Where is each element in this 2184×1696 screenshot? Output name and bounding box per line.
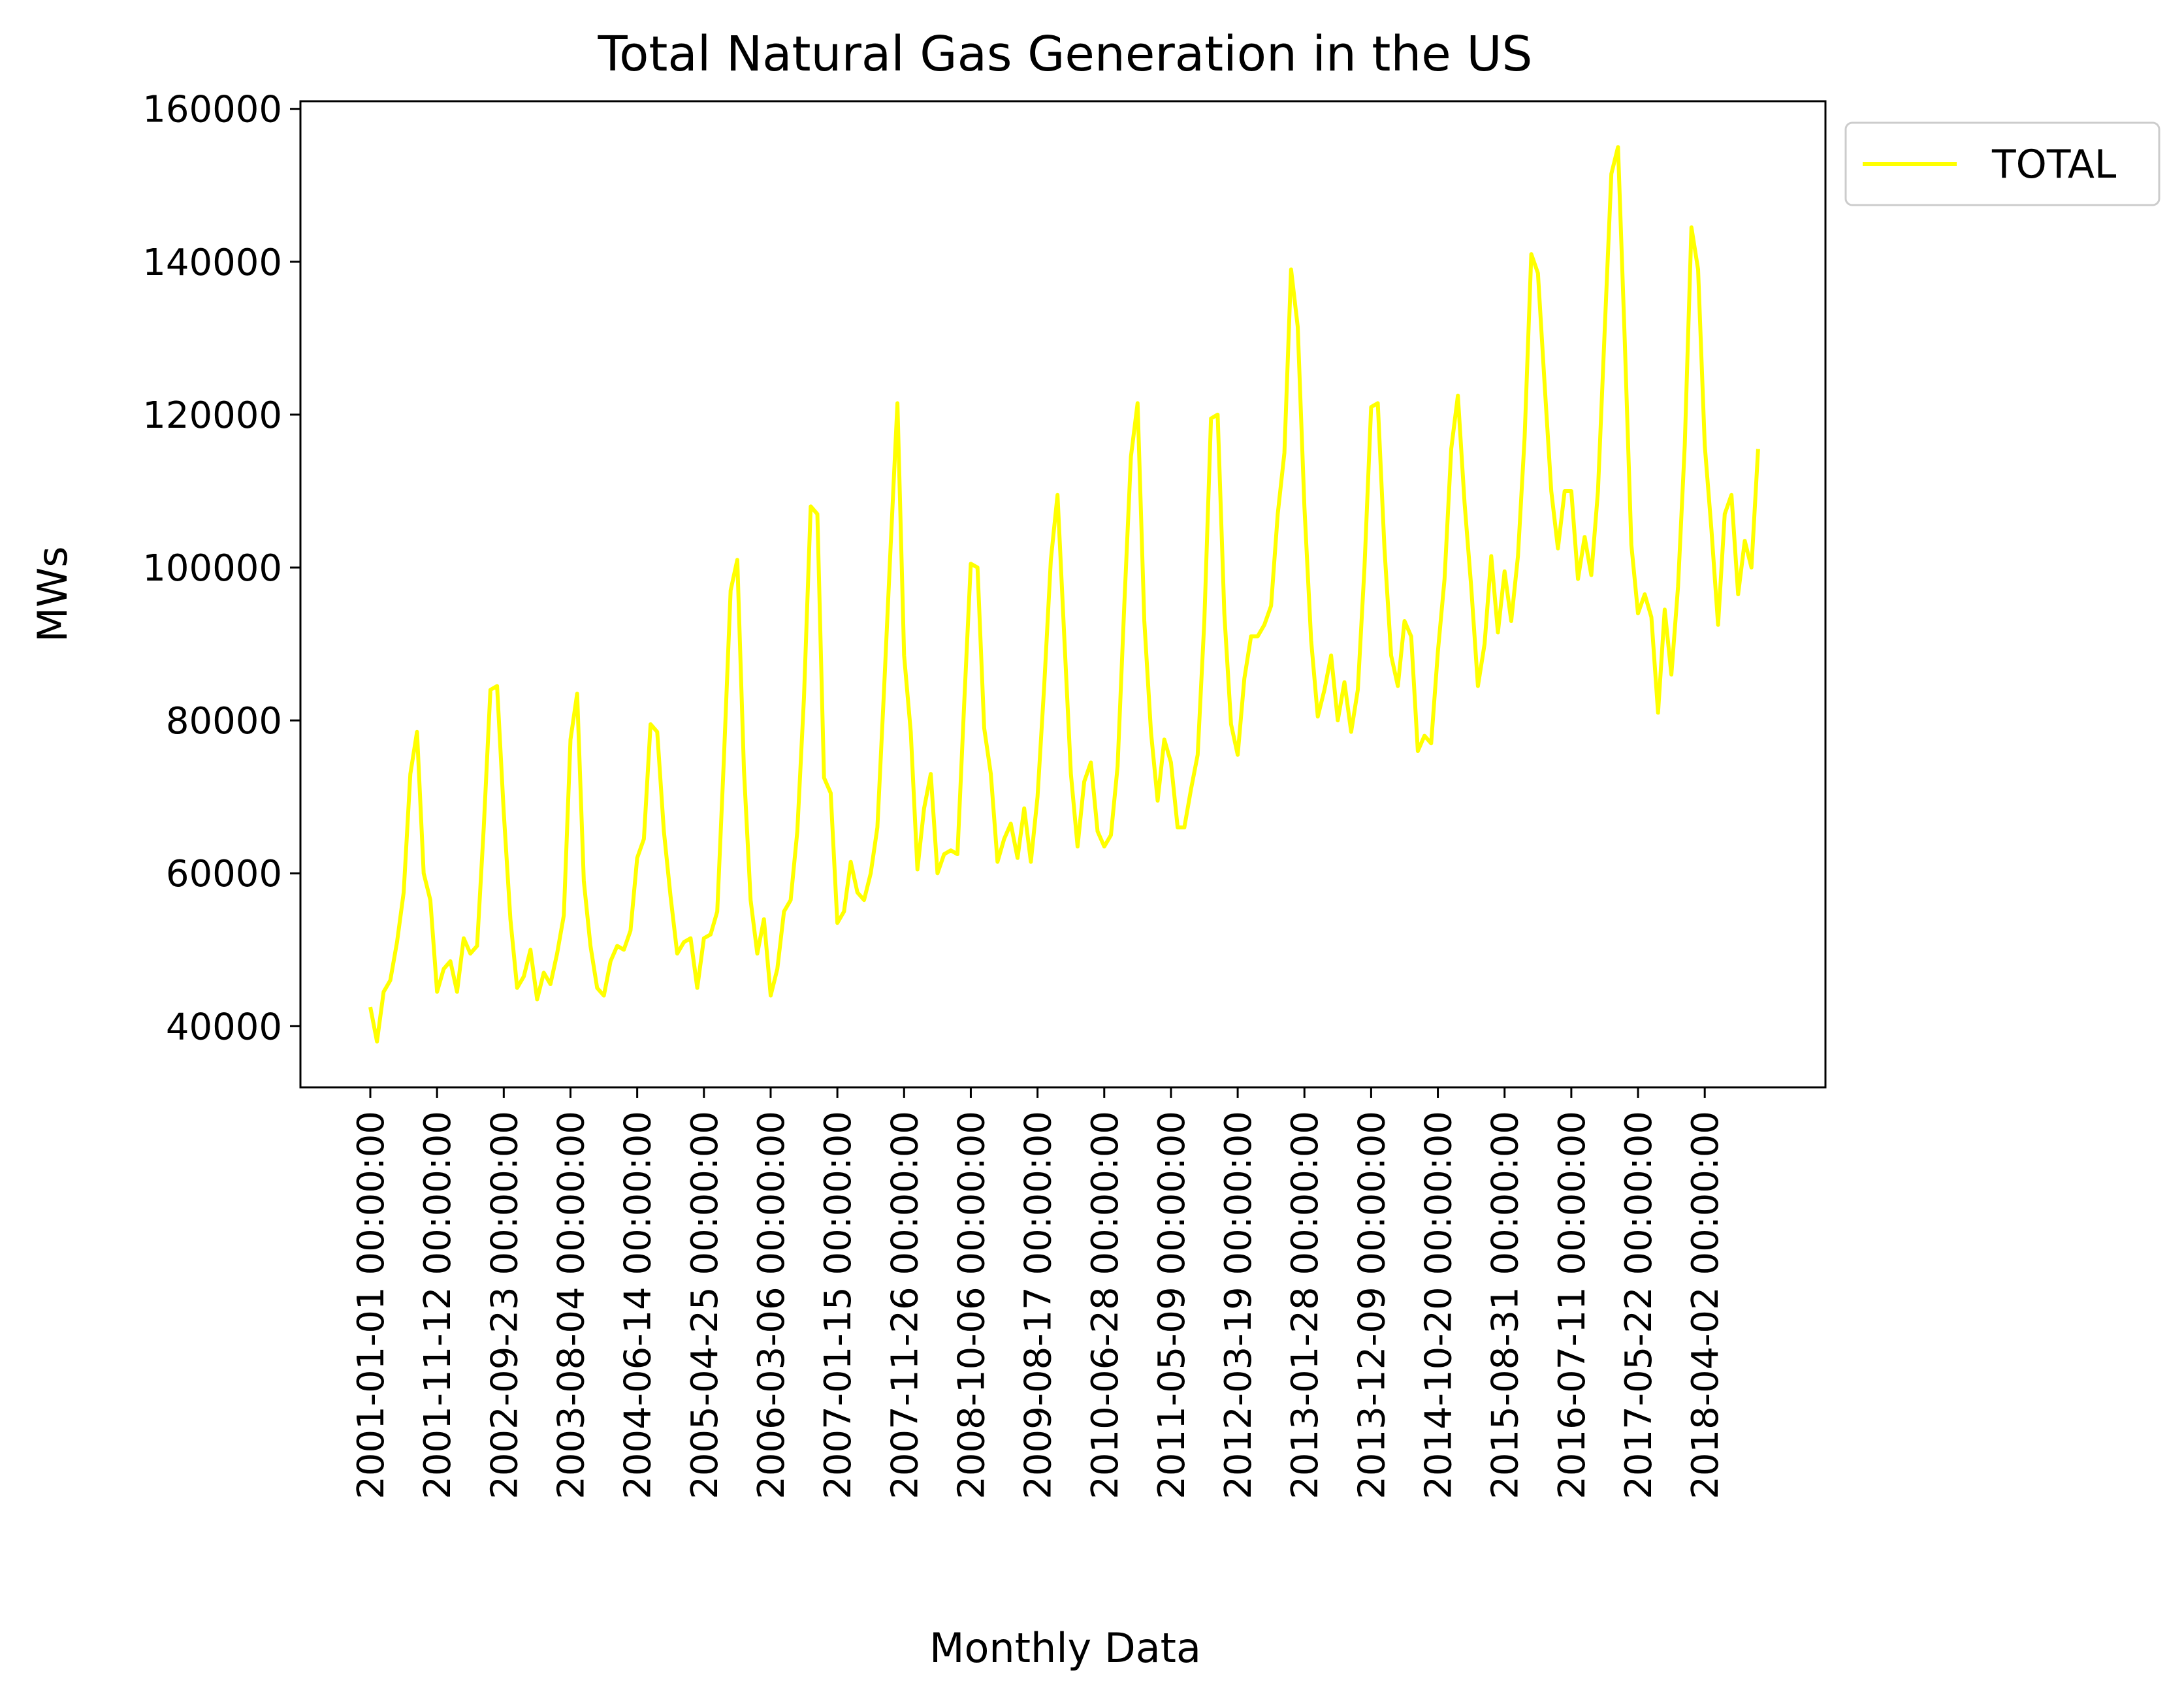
y-axis-label: MWs <box>29 546 76 642</box>
x-tick-label: 2003-08-04 00:00:00 <box>550 1111 592 1499</box>
x-tick-label: 2011-05-09 00:00:00 <box>1151 1111 1193 1499</box>
x-tick-label: 2017-05-22 00:00:00 <box>1618 1111 1660 1499</box>
x-axis: 2001-01-01 00:00:00 2001-11-12 00:00:00 20… <box>350 1087 1727 1499</box>
x-tick-label: 2006-03-06 00:00:00 <box>750 1111 793 1499</box>
x-tick-label: 2007-01-15 00:00:00 <box>817 1111 859 1499</box>
x-tick-label: 2001-11-12 00:00:00 <box>417 1111 459 1499</box>
x-tick-label: 2004-06-14 00:00:00 <box>617 1111 660 1499</box>
y-tick-label: 80000 <box>166 700 282 743</box>
x-tick-label: 2016-07-11 00:00:00 <box>1551 1111 1594 1499</box>
x-tick-label: 2015-08-31 00:00:00 <box>1485 1111 1527 1499</box>
x-tick-label: 2018-04-02 00:00:00 <box>1684 1111 1727 1499</box>
legend-box <box>1844 121 2160 206</box>
x-tick-label: 2007-11-26 00:00:00 <box>884 1111 926 1499</box>
y-tick-label: 60000 <box>166 853 282 895</box>
x-tick-label: 2013-01-28 00:00:00 <box>1284 1111 1326 1499</box>
x-tick-label: 2005-04-25 00:00:00 <box>684 1111 726 1499</box>
x-tick-label: 2008-10-06 00:00:00 <box>950 1111 993 1499</box>
y-tick-label: 160000 <box>142 89 282 131</box>
x-tick-label: 2009-08-17 00:00:00 <box>1018 1111 1060 1499</box>
x-tick-label: 2010-06-28 00:00:00 <box>1084 1111 1127 1499</box>
plot-area-frame <box>299 100 1827 1089</box>
x-tick-label: 2002-09-23 00:00:00 <box>483 1111 526 1499</box>
y-tick-label: 100000 <box>142 547 282 590</box>
legend: TOTAL <box>1844 121 2160 206</box>
x-tick-label: 2013-12-09 00:00:00 <box>1351 1111 1393 1499</box>
chart-title: Total Natural Gas Generation in the US <box>597 26 1532 82</box>
y-tick-label: 120000 <box>142 394 282 437</box>
x-axis-label: Monthly Data <box>929 1624 1201 1672</box>
x-tick-label: 2001-01-01 00:00:00 <box>350 1111 393 1499</box>
y-tick-label: 140000 <box>142 242 282 284</box>
y-axis: 40000 60000 80000 100000 120000 140000 160000 <box>142 89 300 1048</box>
y-tick-label: 40000 <box>166 1006 282 1048</box>
x-tick-label: 2012-03-19 00:00:00 <box>1217 1111 1260 1499</box>
plot-series <box>368 145 1760 1044</box>
x-tick-label: 2014-10-20 00:00:00 <box>1418 1111 1460 1499</box>
series-line-total <box>368 145 1760 1044</box>
legend-label-total: TOTAL <box>1991 142 2117 187</box>
